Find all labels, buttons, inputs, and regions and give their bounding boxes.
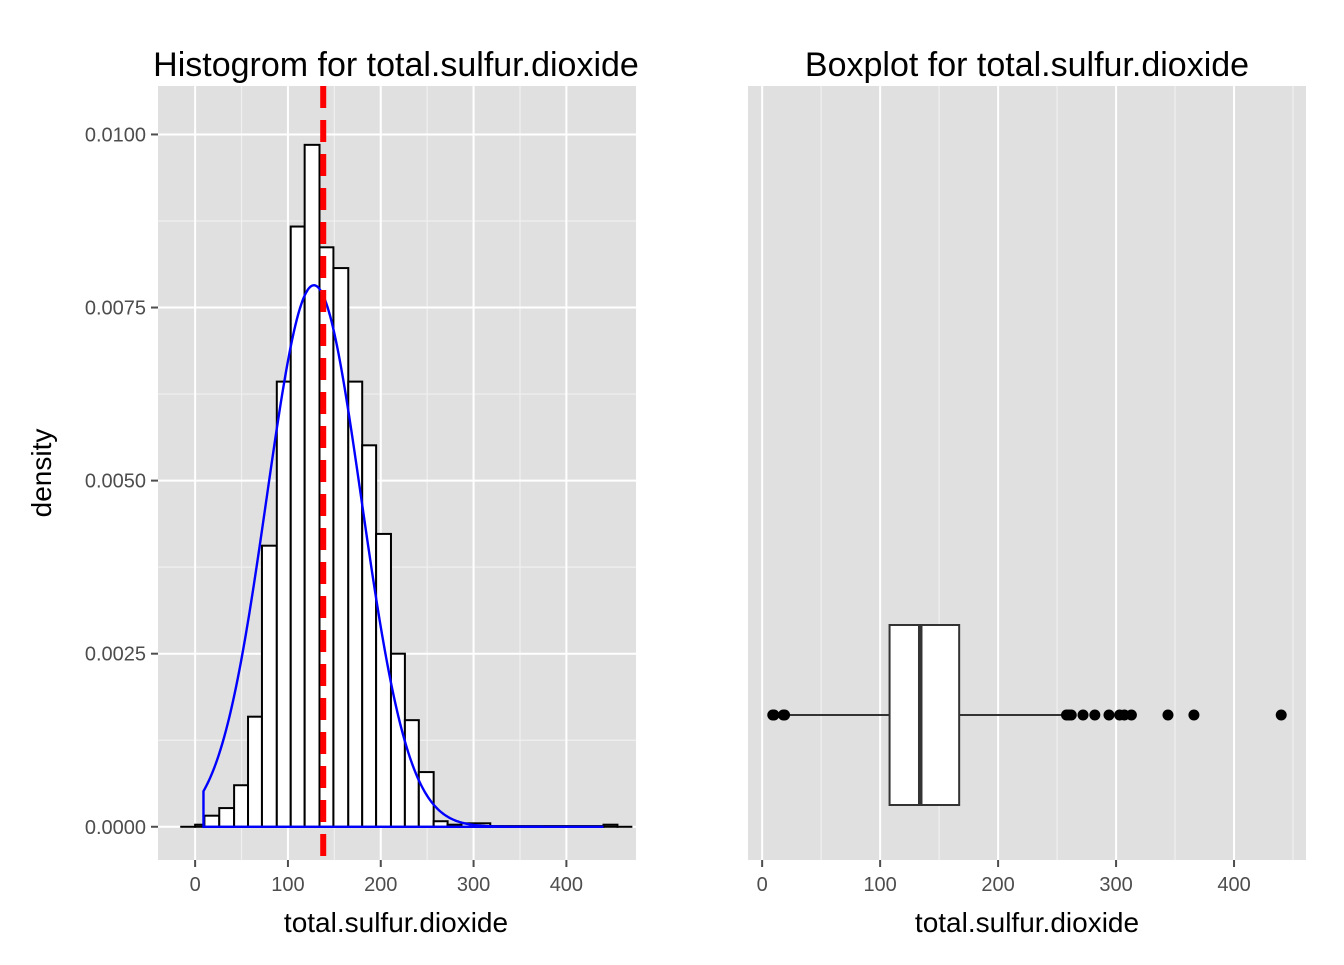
histogram-y-tick-label: 0.0075 bbox=[85, 298, 146, 320]
boxplot-outlier-point bbox=[768, 710, 779, 721]
boxplot-x-axis-label: total.sulfur.dioxide bbox=[915, 907, 1139, 938]
histogram-bar bbox=[204, 816, 219, 827]
boxplot-x-tick-label: 100 bbox=[863, 874, 896, 896]
boxplot-x-tick-label: 400 bbox=[1217, 874, 1250, 896]
histogram-x-tick-label: 300 bbox=[457, 874, 490, 896]
histogram-bar bbox=[277, 382, 291, 827]
histogram-bar bbox=[333, 268, 348, 827]
histogram-bar bbox=[419, 772, 434, 827]
boxplot-outlier-point bbox=[1089, 710, 1100, 721]
boxplot-outlier-point bbox=[1103, 710, 1114, 721]
histogram-x-tick-label: 100 bbox=[271, 874, 304, 896]
histogram-title: Histogrom for total.sulfur.dioxide bbox=[153, 46, 639, 84]
histogram-bar bbox=[234, 785, 248, 827]
histogram-y-tick-label: 0.0000 bbox=[85, 817, 146, 839]
histogram-bar bbox=[348, 382, 362, 827]
histogram-bar bbox=[391, 654, 405, 827]
histogram-bar bbox=[248, 717, 262, 827]
histogram-bar bbox=[362, 445, 376, 826]
histogram-x-tick-label: 400 bbox=[550, 874, 583, 896]
boxplot-outlier-point bbox=[1188, 710, 1199, 721]
histogram-y-ticks: 0.0000 0.0025 0.0050 0.0075 0.0100 bbox=[85, 124, 158, 838]
boxplot-x-ticks: 0 100 200 300 400 bbox=[757, 860, 1251, 896]
histogram-y-tick-label: 0.0100 bbox=[85, 124, 146, 146]
boxplot-outlier-point bbox=[1276, 710, 1287, 721]
boxplot-x-tick-label: 200 bbox=[981, 874, 1014, 896]
boxplot-outlier-point bbox=[779, 710, 790, 721]
boxplot-outlier-point bbox=[1066, 710, 1077, 721]
histogram-bar bbox=[219, 808, 234, 827]
histogram-bar bbox=[305, 145, 320, 827]
histogram-x-ticks: 0 100 200 300 400 bbox=[190, 860, 584, 896]
boxplot-panel-background bbox=[748, 86, 1306, 860]
boxplot-title: Boxplot for total.sulfur.dioxide bbox=[805, 46, 1249, 84]
boxplot-x-tick-label: 300 bbox=[1099, 874, 1132, 896]
boxplot-outlier-point bbox=[1162, 710, 1173, 721]
histogram-bar bbox=[604, 825, 618, 827]
histogram-bar bbox=[262, 546, 277, 827]
histogram-y-tick-label: 0.0025 bbox=[85, 644, 146, 666]
histogram-x-tick-label: 0 bbox=[190, 874, 201, 896]
boxplot-x-tick-label: 0 bbox=[757, 874, 768, 896]
boxplot-outlier-point bbox=[1126, 710, 1137, 721]
boxplot-panel: 0 100 200 300 400 Boxplot for total.sulfur.d… bbox=[748, 46, 1306, 938]
histogram-bar bbox=[376, 534, 391, 827]
histogram-y-axis-label: density bbox=[26, 429, 57, 518]
histogram-x-axis-label: total.sulfur.dioxide bbox=[284, 907, 508, 938]
histogram-x-tick-label: 200 bbox=[364, 874, 397, 896]
boxplot-outlier-point bbox=[1078, 710, 1089, 721]
histogram-y-tick-label: 0.0050 bbox=[85, 471, 146, 493]
boxplot-box bbox=[890, 625, 960, 805]
